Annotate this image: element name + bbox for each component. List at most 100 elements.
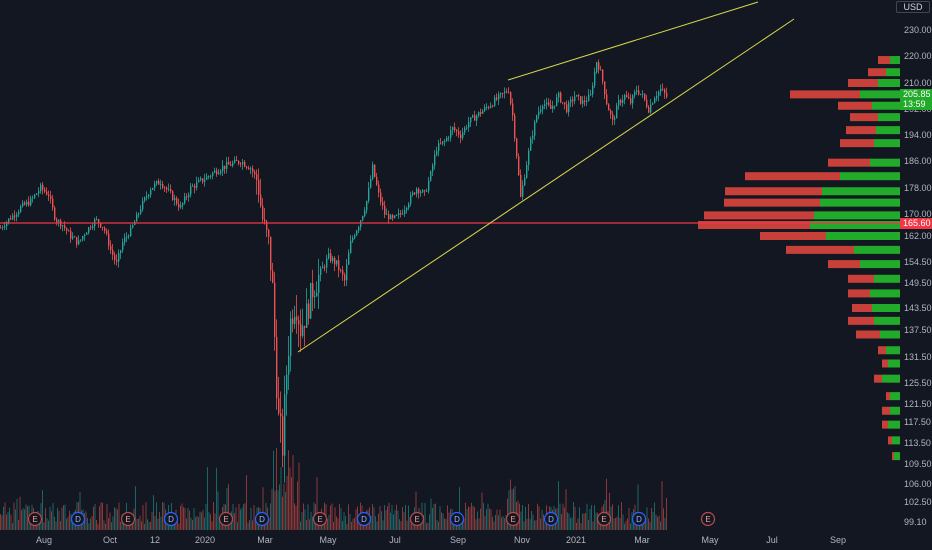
earnings-marker[interactable]: E [218,511,234,527]
volume-bar [469,507,471,530]
candle-body [374,164,376,177]
dividend-marker[interactable]: D [449,511,465,527]
candle-body [26,201,28,205]
volume-bar [318,522,319,530]
profile-buy-bar [878,79,900,87]
volume-bar [543,514,544,530]
volume-bar [658,515,660,530]
candle-body [338,260,340,271]
volume-bar [262,487,264,530]
volume-bar [61,507,63,530]
volume-bar [7,512,9,530]
volume-bar [208,512,210,530]
earnings-marker[interactable]: E [409,511,425,527]
candle-body [146,196,148,198]
earnings-marker[interactable]: E [700,511,716,527]
candle-body [454,127,456,131]
volume-bar [507,498,508,530]
volume-bar [438,521,439,530]
candle-body [450,130,452,138]
x-tick-label: Sep [450,535,466,545]
volume-bar [94,503,96,530]
candle-body [34,194,36,198]
profile-sell-bar [850,113,878,122]
candle-body [598,62,600,70]
earnings-marker[interactable]: E [596,511,612,527]
x-tick-label: Aug [36,535,52,545]
profile-sell-bar [848,79,878,87]
volume-bar [214,513,216,530]
candle-body [664,89,666,94]
volume-bar [439,506,441,530]
y-tick-label: 121.50 [904,399,932,409]
candle-body [252,168,254,172]
volume-bar [472,505,474,530]
volume-bar [306,519,307,530]
volume-bar [652,511,654,530]
volume-bar [427,522,429,530]
y-tick-label: 220.00 [904,51,932,61]
time-axis: Aug Oct 12 2020 Mar May Jul Sep Nov 2021 Mar May Jul… [36,535,846,545]
candle-body [630,98,632,104]
volume-bar [355,509,357,530]
earnings-marker[interactable]: E [120,511,136,527]
earnings-marker[interactable]: E [27,511,43,527]
upper-trendline[interactable] [507,1,759,81]
candle-body [644,93,646,100]
candle-body [44,189,46,192]
dividend-marker[interactable]: D [631,511,647,527]
candle-body [460,134,462,138]
volume-bar [96,519,97,530]
candle-body [396,214,398,216]
profile-buy-bar [890,406,900,415]
dividend-marker[interactable]: D [70,511,86,527]
candle-body [632,95,634,104]
candle-body [576,95,578,97]
candle-body [542,105,544,110]
candle-body [196,182,198,188]
volume-bar [645,519,646,530]
volume-bar [159,511,160,530]
candle-body [16,214,18,217]
volume-bar [27,506,28,530]
candle-body [6,222,8,227]
candle-body [174,198,176,201]
volume-bar [241,507,243,530]
dividend-marker[interactable]: D [163,511,179,527]
candle-body [398,213,400,215]
lower-trendline[interactable] [297,18,795,353]
volume-bar [63,505,64,530]
volume-bar [492,516,493,530]
candle-body [308,303,310,319]
volume-bar [85,511,87,530]
volume-bar [178,523,180,530]
y-tick-label: 102.50 [904,497,932,507]
currency-label[interactable]: USD [896,1,930,13]
candle-body [250,168,252,170]
volume-bar [205,503,207,530]
candle-body [368,187,370,201]
candle-body [502,93,504,94]
profile-buy-bar [860,260,900,269]
volume-bar [600,520,601,530]
dividend-marker[interactable]: D [254,511,270,527]
candle-body [204,179,206,182]
dividend-marker[interactable]: D [543,511,559,527]
profile-sell-bar [704,211,814,220]
volume-bar [132,520,133,530]
earnings-marker[interactable]: E [505,511,521,527]
profile-sell-bar [725,187,822,196]
dividend-marker[interactable]: D [356,511,372,527]
candle-body [562,102,564,104]
volume-bar [618,505,619,530]
volume-bar [246,475,247,530]
volume-bar [463,518,465,530]
svg-text:D: D [636,515,642,524]
volume-bar [631,512,633,530]
volume-bar [606,478,607,530]
candle-body [84,234,86,237]
volume-bar [480,508,481,530]
earnings-marker[interactable]: E [312,511,328,527]
candle-body [246,166,248,168]
